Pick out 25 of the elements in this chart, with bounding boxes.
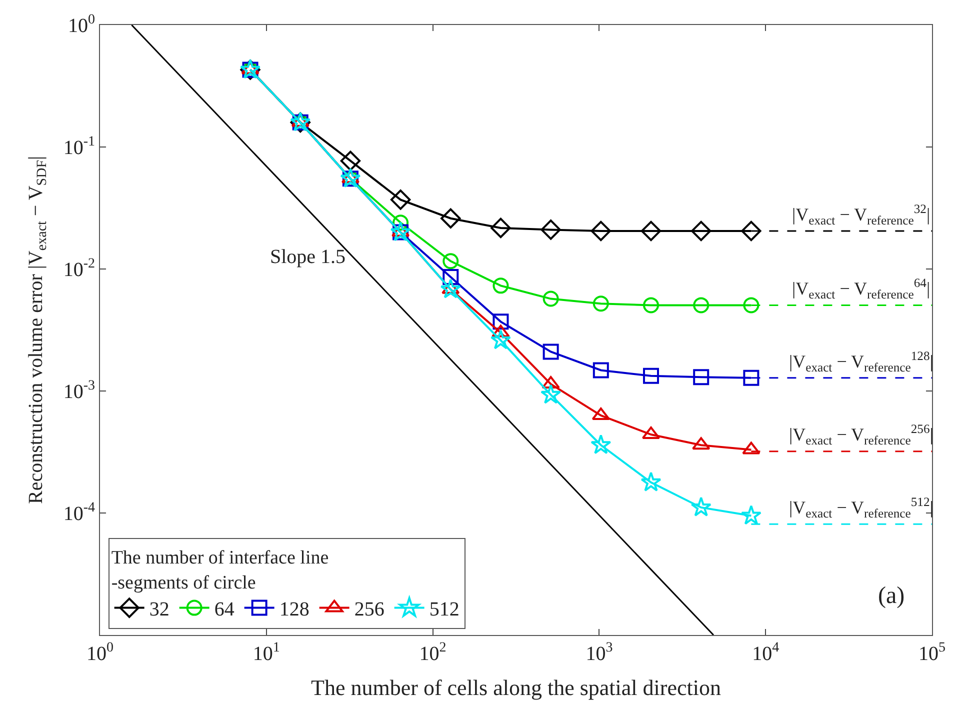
y-tick-label: 10$^{0}$ — [68, 12, 95, 37]
legend-label: 128 — [279, 598, 310, 621]
x-tick-label: 10$^{4}$ — [752, 640, 780, 665]
x-tick-label: 10$^{5}$ — [918, 640, 946, 665]
annotation: |V$_{exact}$ − V$_{reference}$$^{64}$| — [792, 276, 930, 302]
x-tick-label: 10$^{1}$ — [252, 640, 280, 665]
y-tick-label: 10$^{-4}$ — [63, 500, 95, 525]
y-tick-label: 10$^{-1}$ — [63, 134, 95, 159]
annotation: |V$_{exact}$ − V$_{reference}$$^{32}$| — [792, 202, 930, 228]
legend-label: 512 — [429, 598, 460, 621]
y-tick-label: 10$^{-3}$ — [63, 378, 95, 403]
y-tick-label: 10$^{-2}$ — [63, 256, 95, 281]
legend-label: 64 — [214, 598, 234, 621]
annotation: (a) — [878, 583, 905, 609]
x-axis-title: The number of cells along the spatial direction — [311, 674, 721, 700]
annotation: |V$_{exact}$ − V$_{reference}$$^{512}$| — [789, 495, 934, 520]
annotation: |V$_{exact}$ − V$_{reference}$$^{256}$| — [789, 422, 934, 448]
x-tick-label: 10$^{0}$ — [86, 640, 114, 665]
legend-title: The number of interface line -segments of circle — [111, 548, 329, 594]
annotation: |V$_{exact}$ − V$_{reference}$$^{128}$| — [789, 349, 934, 374]
legend-label: 32 — [149, 598, 170, 621]
legend-label: 256 — [354, 598, 384, 621]
x-tick-label: 10$^{2}$ — [419, 640, 446, 665]
annotation: Slope 1.5 — [270, 246, 346, 268]
x-tick-label: 10$^{3}$ — [586, 640, 613, 665]
